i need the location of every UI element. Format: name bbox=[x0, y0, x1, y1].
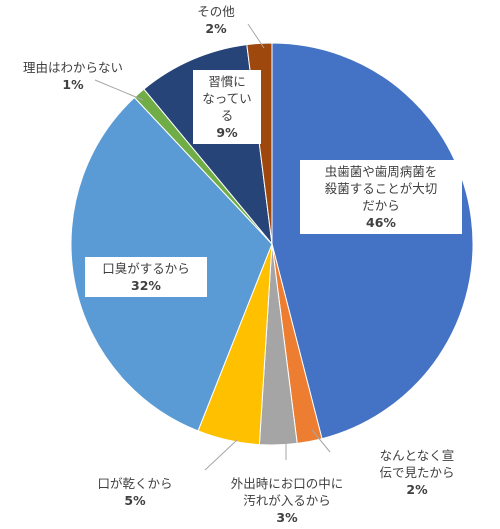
leader-line-ad bbox=[311, 429, 331, 453]
label-other-pct: 2% bbox=[205, 21, 227, 36]
label-breath-pct: 32% bbox=[131, 278, 161, 293]
label-ad-line2: 伝で見たから bbox=[379, 465, 455, 480]
pie-slice-0 bbox=[271, 42, 474, 440]
label-habit-pct: 9% bbox=[216, 125, 238, 140]
label-habit-line2: なってい bbox=[202, 91, 252, 106]
label-dry-pct: 5% bbox=[124, 493, 146, 508]
label-ad-pct: 2% bbox=[406, 482, 428, 497]
label-dirt-line2: 汚れが入るから bbox=[243, 493, 331, 508]
label-caries-line3: だから bbox=[362, 198, 400, 213]
label-other: その他 2% bbox=[186, 3, 246, 37]
label-habit-line3: る bbox=[220, 108, 234, 123]
label-habit: 習慣に なってい る 9% bbox=[193, 70, 261, 144]
label-dry: 口が乾くから 5% bbox=[80, 475, 190, 509]
leader-line-other bbox=[247, 23, 265, 49]
label-caries-pct: 46% bbox=[366, 215, 396, 230]
leader-line-dry bbox=[204, 439, 238, 471]
label-dry-line1: 口が乾くから bbox=[97, 476, 173, 491]
label-unknown-pct: 1% bbox=[62, 77, 84, 92]
label-ad-line1: なんとなく宣 bbox=[379, 448, 455, 463]
label-caries-line1: 虫歯菌や歯周病菌を bbox=[324, 164, 438, 179]
label-habit-line1: 習慣に bbox=[208, 74, 246, 89]
label-breath: 口臭がするから 32% bbox=[85, 257, 207, 297]
label-dirt-pct: 3% bbox=[276, 510, 298, 525]
label-unknown: 理由はわからない 1% bbox=[8, 59, 138, 93]
label-caries: 虫歯菌や歯周病菌を 殺菌することが大切 だから 46% bbox=[300, 160, 462, 234]
label-dirt-line1: 外出時にお口の中に bbox=[230, 476, 344, 491]
label-other-line1: その他 bbox=[197, 4, 235, 19]
label-breath-line1: 口臭がするから bbox=[102, 261, 190, 276]
leader-line-unknown bbox=[94, 79, 144, 101]
label-ad: なんとなく宣 伝で見たから 2% bbox=[362, 447, 472, 498]
label-unknown-line1: 理由はわからない bbox=[22, 60, 123, 75]
label-dirt: 外出時にお口の中に 汚れが入るから 3% bbox=[212, 475, 362, 526]
label-caries-line2: 殺菌することが大切 bbox=[324, 181, 438, 196]
